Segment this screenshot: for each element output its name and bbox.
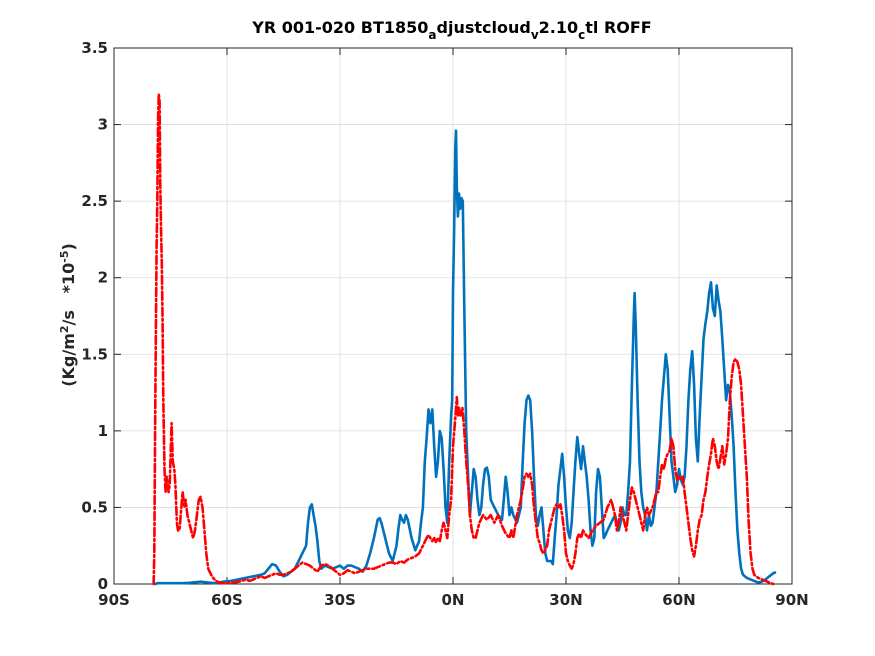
- tick-labels: 90S 60S 30S 0N 30N 60N 90N 0 0.5 1 1.5 2 2.5 3 3.5: [81, 39, 808, 609]
- chart-title: YR 001-020 BT1850adjustcloudv2.10ctl ROF…: [251, 18, 651, 42]
- series-line-solid: [154, 129, 777, 586]
- y-tick-label: 2: [98, 269, 108, 287]
- y-tick-label: 0.5: [81, 498, 108, 516]
- x-tick-label: 90N: [775, 591, 808, 609]
- title-tail: tl ROFF: [585, 18, 651, 37]
- x-tick-label: 0N: [442, 591, 465, 609]
- title-sub-1: a: [428, 28, 436, 42]
- ylabel-part-1: (Kg/m: [59, 333, 78, 387]
- title-sub-3: c: [578, 28, 585, 42]
- y-tick-label: 0: [98, 575, 108, 593]
- y-tick-label: 3: [98, 116, 108, 134]
- y-tick-label: 2.5: [81, 192, 108, 210]
- y-tick-label: 3.5: [81, 39, 108, 57]
- ylabel-part-2: /s *10: [59, 263, 78, 326]
- ylabel-superscript-1: 2: [58, 325, 71, 333]
- series-line-dashdot: [152, 92, 775, 586]
- x-tick-label: 30S: [324, 591, 356, 609]
- ylabel-superscript-2: -5: [58, 251, 71, 263]
- x-tick-label: 60S: [211, 591, 243, 609]
- y-tick-label: 1.5: [81, 345, 108, 363]
- x-tick-label: 90S: [98, 591, 130, 609]
- ylabel-part-3: ): [59, 243, 78, 250]
- x-tick-label: 30N: [549, 591, 582, 609]
- series-group: [152, 92, 777, 586]
- title-base: YR 001-020 BT1850: [251, 18, 428, 37]
- title-sub-2: v: [531, 28, 539, 42]
- title-mid-1: djustcloud: [437, 18, 531, 37]
- y-axis-label: (Kg/m2/s *10-5): [58, 243, 78, 387]
- title-mid-2: 2.10: [539, 18, 578, 37]
- y-tick-label: 1: [98, 422, 108, 440]
- x-tick-label: 60N: [662, 591, 695, 609]
- axes: [113, 47, 793, 585]
